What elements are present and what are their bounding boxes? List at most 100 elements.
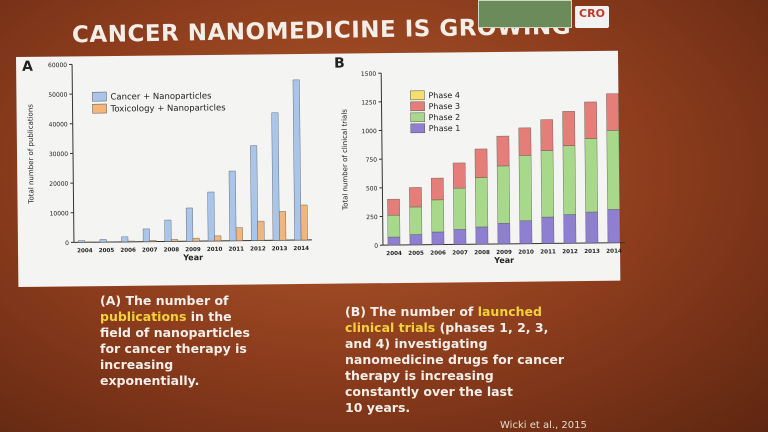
- x-tick-label: 2014: [293, 246, 309, 252]
- legend-swatch: [410, 123, 426, 134]
- bar-series-1: [271, 112, 280, 241]
- y-tick-label: 1250: [361, 99, 377, 106]
- bar-phase-2: [518, 155, 532, 222]
- x-tick-label: 2010: [518, 250, 534, 256]
- bar-series-1: [292, 79, 302, 241]
- bar-phase-1: [431, 231, 445, 245]
- legend-entry: Phase 1: [429, 124, 461, 133]
- bar-series-1: [228, 170, 237, 241]
- bar-phase-2: [606, 130, 620, 210]
- bar-phase-2: [475, 177, 489, 228]
- y-tick-label: 50000: [48, 92, 67, 99]
- bar-phase-3: [452, 162, 466, 189]
- x-tick-label: 2014: [606, 249, 622, 255]
- chart-b-clinical-trials: B 0 250 500 750 1000 1250 1500 Total number of c…: [334, 56, 625, 265]
- y-tick-label: 20000: [49, 181, 68, 188]
- x-tick-label: 2013: [272, 246, 288, 252]
- bar-series-1: [185, 207, 194, 242]
- x-tick-label: 2010: [207, 247, 223, 253]
- x-tick-label: 2009: [185, 247, 201, 253]
- bar-series-1: [99, 239, 107, 243]
- bar-phase-1: [541, 216, 555, 244]
- x-tick-label: 2011: [228, 247, 244, 253]
- bar-phase-2: [496, 165, 511, 224]
- legend-swatch: [410, 101, 425, 112]
- bar-series-1: [121, 236, 129, 243]
- x-tick-label: 2008: [164, 247, 180, 253]
- x-tick-label: 2006: [430, 251, 446, 257]
- y-tick-label: 1000: [361, 128, 377, 135]
- legend-swatch: [410, 90, 425, 101]
- bar-phase-3: [540, 119, 554, 151]
- bar-phase-2: [562, 145, 576, 215]
- legend-entry: Toxicology + Nanoparticles: [110, 103, 227, 114]
- sponsor-logo: [478, 0, 572, 28]
- bar-series-1: [164, 219, 172, 242]
- x-tick-label: 2005: [408, 251, 424, 257]
- bar-phase-2: [584, 138, 598, 213]
- bar-phase-3: [584, 101, 598, 139]
- bar-phase-1: [453, 229, 467, 245]
- caption-b: (B) The number of launched clinical tria…: [345, 304, 565, 415]
- bar-phase-1: [497, 222, 511, 245]
- y-axis-label: Total number of publications: [26, 104, 35, 205]
- legend-swatch: [410, 112, 425, 123]
- bar-series-2: [171, 239, 178, 242]
- y-tick-label: 0: [374, 243, 378, 250]
- bar-phase-1: [519, 220, 533, 244]
- bar-series-2: [127, 240, 135, 243]
- bar-phase-1: [585, 211, 599, 244]
- legend-entry: Phase 4: [428, 91, 460, 100]
- x-tick-label: 2013: [584, 249, 600, 255]
- bar-phase-2: [431, 199, 445, 233]
- legend-swatch: [92, 103, 107, 114]
- panel-label: A: [22, 59, 33, 75]
- bar-series-1: [250, 145, 259, 241]
- bar-phase-1: [607, 209, 621, 244]
- y-axis-label: Total number of clinical trials: [341, 109, 350, 211]
- bar-series-2: [192, 237, 200, 242]
- x-tick-label: 2011: [540, 249, 556, 255]
- y-tick-label: 250: [366, 214, 378, 221]
- y-tick-label: 500: [366, 185, 378, 192]
- bar-series-2: [257, 220, 265, 241]
- x-tick-label: 2004: [77, 248, 93, 254]
- bar-series-2: [149, 240, 157, 242]
- x-tick-label: 2004: [386, 251, 402, 257]
- bar-phase-3: [606, 93, 620, 131]
- citation: Wicki et al., 2015: [500, 420, 587, 431]
- legend-entry: Phase 2: [429, 113, 461, 122]
- y-tick-label: 750: [366, 157, 378, 164]
- bar-series-1: [207, 191, 215, 242]
- panel-label: B: [334, 56, 345, 72]
- bar-phase-3: [518, 127, 532, 156]
- bar-phase-3: [496, 135, 510, 167]
- legend-entry: Cancer + Nanoparticles: [110, 91, 212, 102]
- x-tick-label: 2012: [250, 246, 266, 252]
- bar-phase-2: [453, 187, 467, 230]
- bar-series-2: [235, 227, 243, 241]
- x-tick-label: 2008: [474, 250, 490, 256]
- bar-phase-2: [409, 206, 423, 235]
- bar-series-2: [214, 235, 222, 242]
- legend-swatch: [92, 91, 107, 102]
- bar-phase-3: [474, 148, 488, 178]
- bar-series-2: [300, 204, 308, 241]
- bar-phase-2: [387, 214, 401, 238]
- bar-phase-1: [475, 226, 489, 245]
- bar-phase-1: [387, 236, 401, 246]
- y-tick-label: 1500: [361, 71, 377, 78]
- chart-a-publications: A 0 10000 20000 30000 40000 50000 60000 Total nu…: [22, 59, 312, 262]
- bar-phase-3: [562, 111, 576, 147]
- cro-logo: CRO: [575, 6, 609, 28]
- bar-series-2: [106, 241, 114, 243]
- x-axis-label: Year: [182, 253, 203, 262]
- bar-series-1: [78, 240, 85, 243]
- legend-entry: Phase 3: [428, 102, 460, 111]
- y-tick-label: 40000: [49, 121, 68, 128]
- caption-a: (A) The number of publications in the fi…: [100, 293, 250, 388]
- x-tick-label: 2007: [142, 248, 158, 254]
- y-tick-label: 30000: [49, 151, 68, 158]
- bar-phase-1: [409, 234, 423, 246]
- bar-series-2: [278, 211, 287, 241]
